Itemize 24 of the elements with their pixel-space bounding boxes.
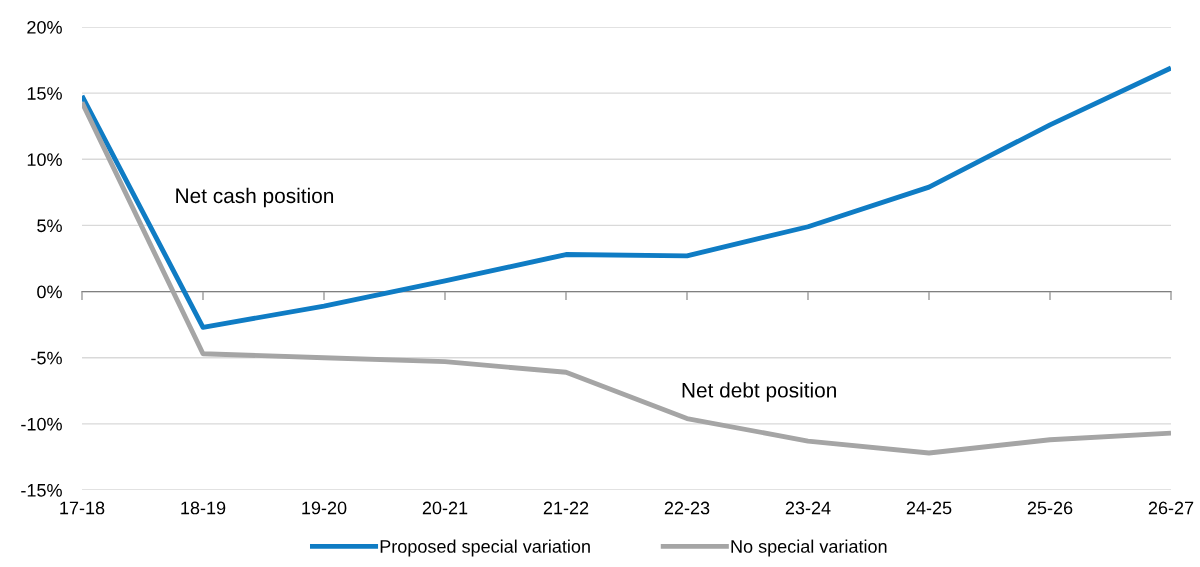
legend-label: Proposed special variation [380, 539, 590, 557]
y-tick-label: 0% [37, 285, 62, 299]
line-series [82, 99, 1171, 456]
x-tick-label: 26-27 [1148, 501, 1194, 515]
x-tick-label: 24-25 [906, 501, 952, 515]
y-tick-label: 15% [27, 87, 62, 100]
x-tick-label: 17-18 [60, 501, 105, 515]
y-tick-label: 20% [27, 20, 62, 34]
x-tick-label: 20-21 [422, 501, 468, 515]
line-series [82, 65, 1171, 330]
y-tick-label: -15% [21, 484, 62, 497]
y-tick-label: 10% [27, 153, 62, 167]
x-tick-label: 22-23 [664, 501, 710, 515]
y-tick-label: 5% [37, 219, 62, 233]
legend-label: No special variation [731, 539, 887, 557]
x-tick-label: 23-24 [785, 501, 831, 515]
x-tick-label: 18-19 [181, 501, 226, 515]
annotation: Net cash position [176, 187, 334, 208]
x-tick-label: 21-22 [543, 501, 589, 515]
y-tick-label: -5% [31, 351, 62, 365]
x-tick-label: 25-26 [1027, 501, 1073, 515]
x-tick-label: 19-20 [302, 501, 347, 515]
annotation: Net debt position [682, 382, 836, 402]
y-tick-label: -10% [21, 417, 62, 431]
